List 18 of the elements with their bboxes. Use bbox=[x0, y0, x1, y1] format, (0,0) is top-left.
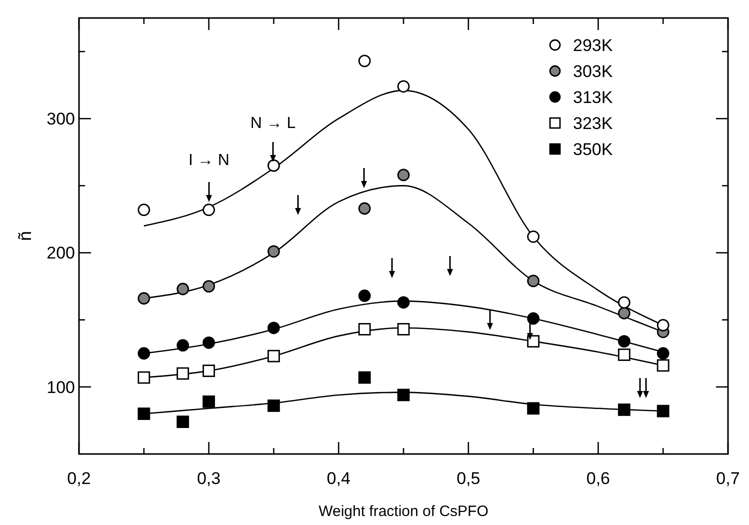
legend-label: 313K bbox=[573, 88, 614, 107]
legend-label: 323K bbox=[573, 114, 614, 133]
annotation: N → L bbox=[250, 115, 296, 132]
y-axis-title: ñ bbox=[15, 230, 35, 242]
x-tick-label: 0,3 bbox=[196, 469, 221, 488]
x-tick-label: 0,7 bbox=[716, 469, 740, 488]
legend-label: 350K bbox=[573, 140, 614, 159]
legend-label: 303K bbox=[573, 62, 614, 81]
legend-label: 293K bbox=[573, 36, 614, 55]
x-axis-title: Weight fraction of CsPFO bbox=[318, 503, 488, 520]
x-tick-label: 0,4 bbox=[326, 469, 350, 488]
y-tick-label: 300 bbox=[46, 110, 75, 129]
x-tick-label: 0,6 bbox=[586, 469, 610, 488]
y-tick-label: 200 bbox=[46, 244, 75, 263]
y-tick-label: 100 bbox=[46, 378, 75, 397]
x-tick-label: 0,2 bbox=[67, 469, 91, 488]
x-tick-label: 0,5 bbox=[456, 469, 480, 488]
annotation: I → N bbox=[188, 152, 230, 169]
